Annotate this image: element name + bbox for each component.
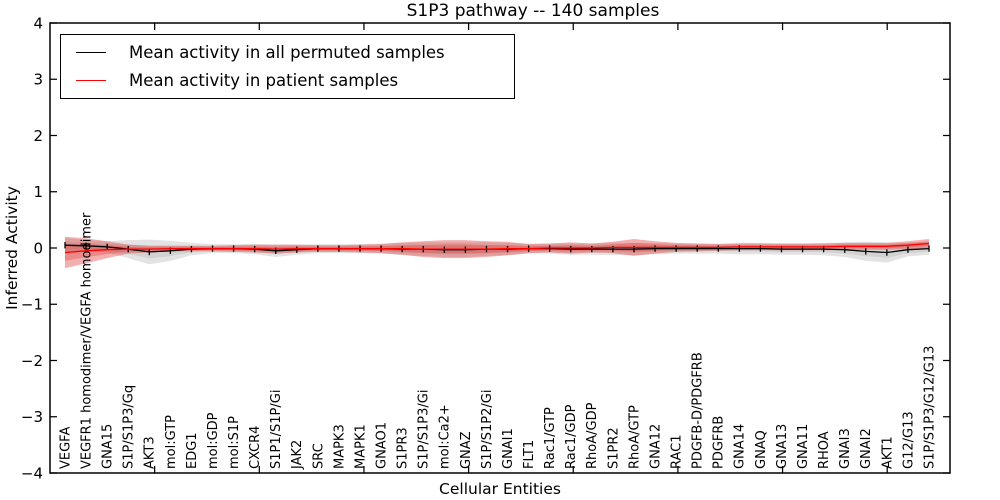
x-category-label: VEGFR1 homodimer/VEGFA homodimer — [79, 212, 94, 469]
legend-label-patient: Mean activity in patient samples — [129, 70, 399, 90]
x-category-label: GNAO1 — [375, 422, 390, 469]
x-category-label: mol:GTP — [164, 415, 179, 469]
x-category-label: PDGFRB — [712, 416, 727, 469]
x-category-label: RHOA — [817, 431, 832, 469]
y-axis-title: Inferred Activity — [3, 186, 21, 310]
y-tick-label: 3 — [33, 71, 43, 89]
x-category-label: Rac1/GTP — [543, 407, 558, 469]
x-category-label: S1P/S1P3/Gq — [122, 385, 137, 469]
x-category-label: S1PR3 — [396, 427, 411, 469]
y-tick-label: −4 — [21, 464, 43, 482]
x-category-label: FLT1 — [522, 440, 537, 469]
x-category-label: SRC — [311, 443, 326, 469]
x-category-label: S1P/S1P2/Gi — [480, 390, 495, 469]
x-category-label: CXCR4 — [248, 426, 263, 469]
patient-std-band-inner — [65, 241, 929, 261]
x-category-label: mol:S1P — [227, 416, 242, 469]
legend-label-permuted: Mean activity in all permuted samples — [129, 43, 445, 63]
x-category-label: GNA13 — [775, 424, 790, 469]
x-category-label: MAPK3 — [332, 424, 347, 469]
x-category-label: JAK2 — [290, 440, 305, 470]
legend-row-permuted: Mean activity in all permuted samples — [61, 41, 514, 65]
x-category-label: GNA12 — [648, 424, 663, 469]
x-category-label: GNAZ — [459, 431, 474, 469]
x-category-label: S1P/S1P3/Gi — [417, 390, 432, 469]
x-category-label: mol:Ca2+ — [438, 404, 453, 469]
y-tick-label: 4 — [33, 14, 43, 32]
x-category-label: G12/G13 — [901, 411, 916, 469]
x-category-label: S1P/S1P3/G12/G13 — [922, 346, 937, 469]
x-category-label: Rac1/GDP — [564, 404, 579, 469]
x-category-label: EDG1 — [185, 432, 200, 469]
x-category-label: RAC1 — [670, 434, 685, 469]
patient-line-swatch-icon — [76, 79, 106, 81]
x-category-label: RhoA/GDP — [585, 402, 600, 469]
x-category-label: GNAQ — [754, 430, 769, 469]
x-category-label: mol:GDP — [206, 412, 221, 469]
x-category-label: PDGFB-D/PDGFRB — [691, 352, 706, 469]
x-category-label: GNA11 — [796, 424, 811, 469]
x-category-label: GNA15 — [101, 424, 116, 469]
y-tick-label: 1 — [33, 183, 43, 201]
x-category-label: AKT3 — [143, 436, 158, 469]
x-category-label: GNA14 — [733, 424, 748, 469]
legend: Mean activity in all permuted samples Me… — [60, 34, 515, 99]
x-category-label: RhoA/GTP — [627, 405, 642, 469]
x-category-label: GNAI1 — [501, 428, 516, 469]
x-category-label: AKT1 — [880, 436, 895, 469]
x-category-label: MAPK1 — [353, 424, 368, 469]
x-category-label: VEGFA — [58, 427, 73, 469]
y-tick-label: −3 — [21, 408, 43, 426]
x-category-label: GNAI3 — [838, 428, 853, 469]
permuted-std-band-outer — [65, 237, 929, 265]
legend-row-patient: Mean activity in patient samples — [61, 68, 514, 92]
y-tick-label: 2 — [33, 127, 43, 145]
permuted-std-band-inner — [65, 241, 929, 259]
y-tick-label: −2 — [21, 352, 43, 370]
patient-std-band-outer — [65, 236, 929, 269]
patient-mean-line — [64, 242, 930, 254]
x-category-label: S1PR2 — [606, 427, 621, 469]
x-category-label: GNAI2 — [859, 428, 874, 469]
y-tick-label: −1 — [21, 296, 43, 314]
x-axis-title: Cellular Entities — [439, 480, 561, 498]
chart-title: S1P3 pathway -- 140 samples — [406, 1, 660, 21]
x-category-label: S1P1/S1P/Gi — [269, 390, 284, 469]
permuted-line-swatch-icon — [76, 52, 106, 54]
y-tick-label: 0 — [33, 239, 43, 257]
